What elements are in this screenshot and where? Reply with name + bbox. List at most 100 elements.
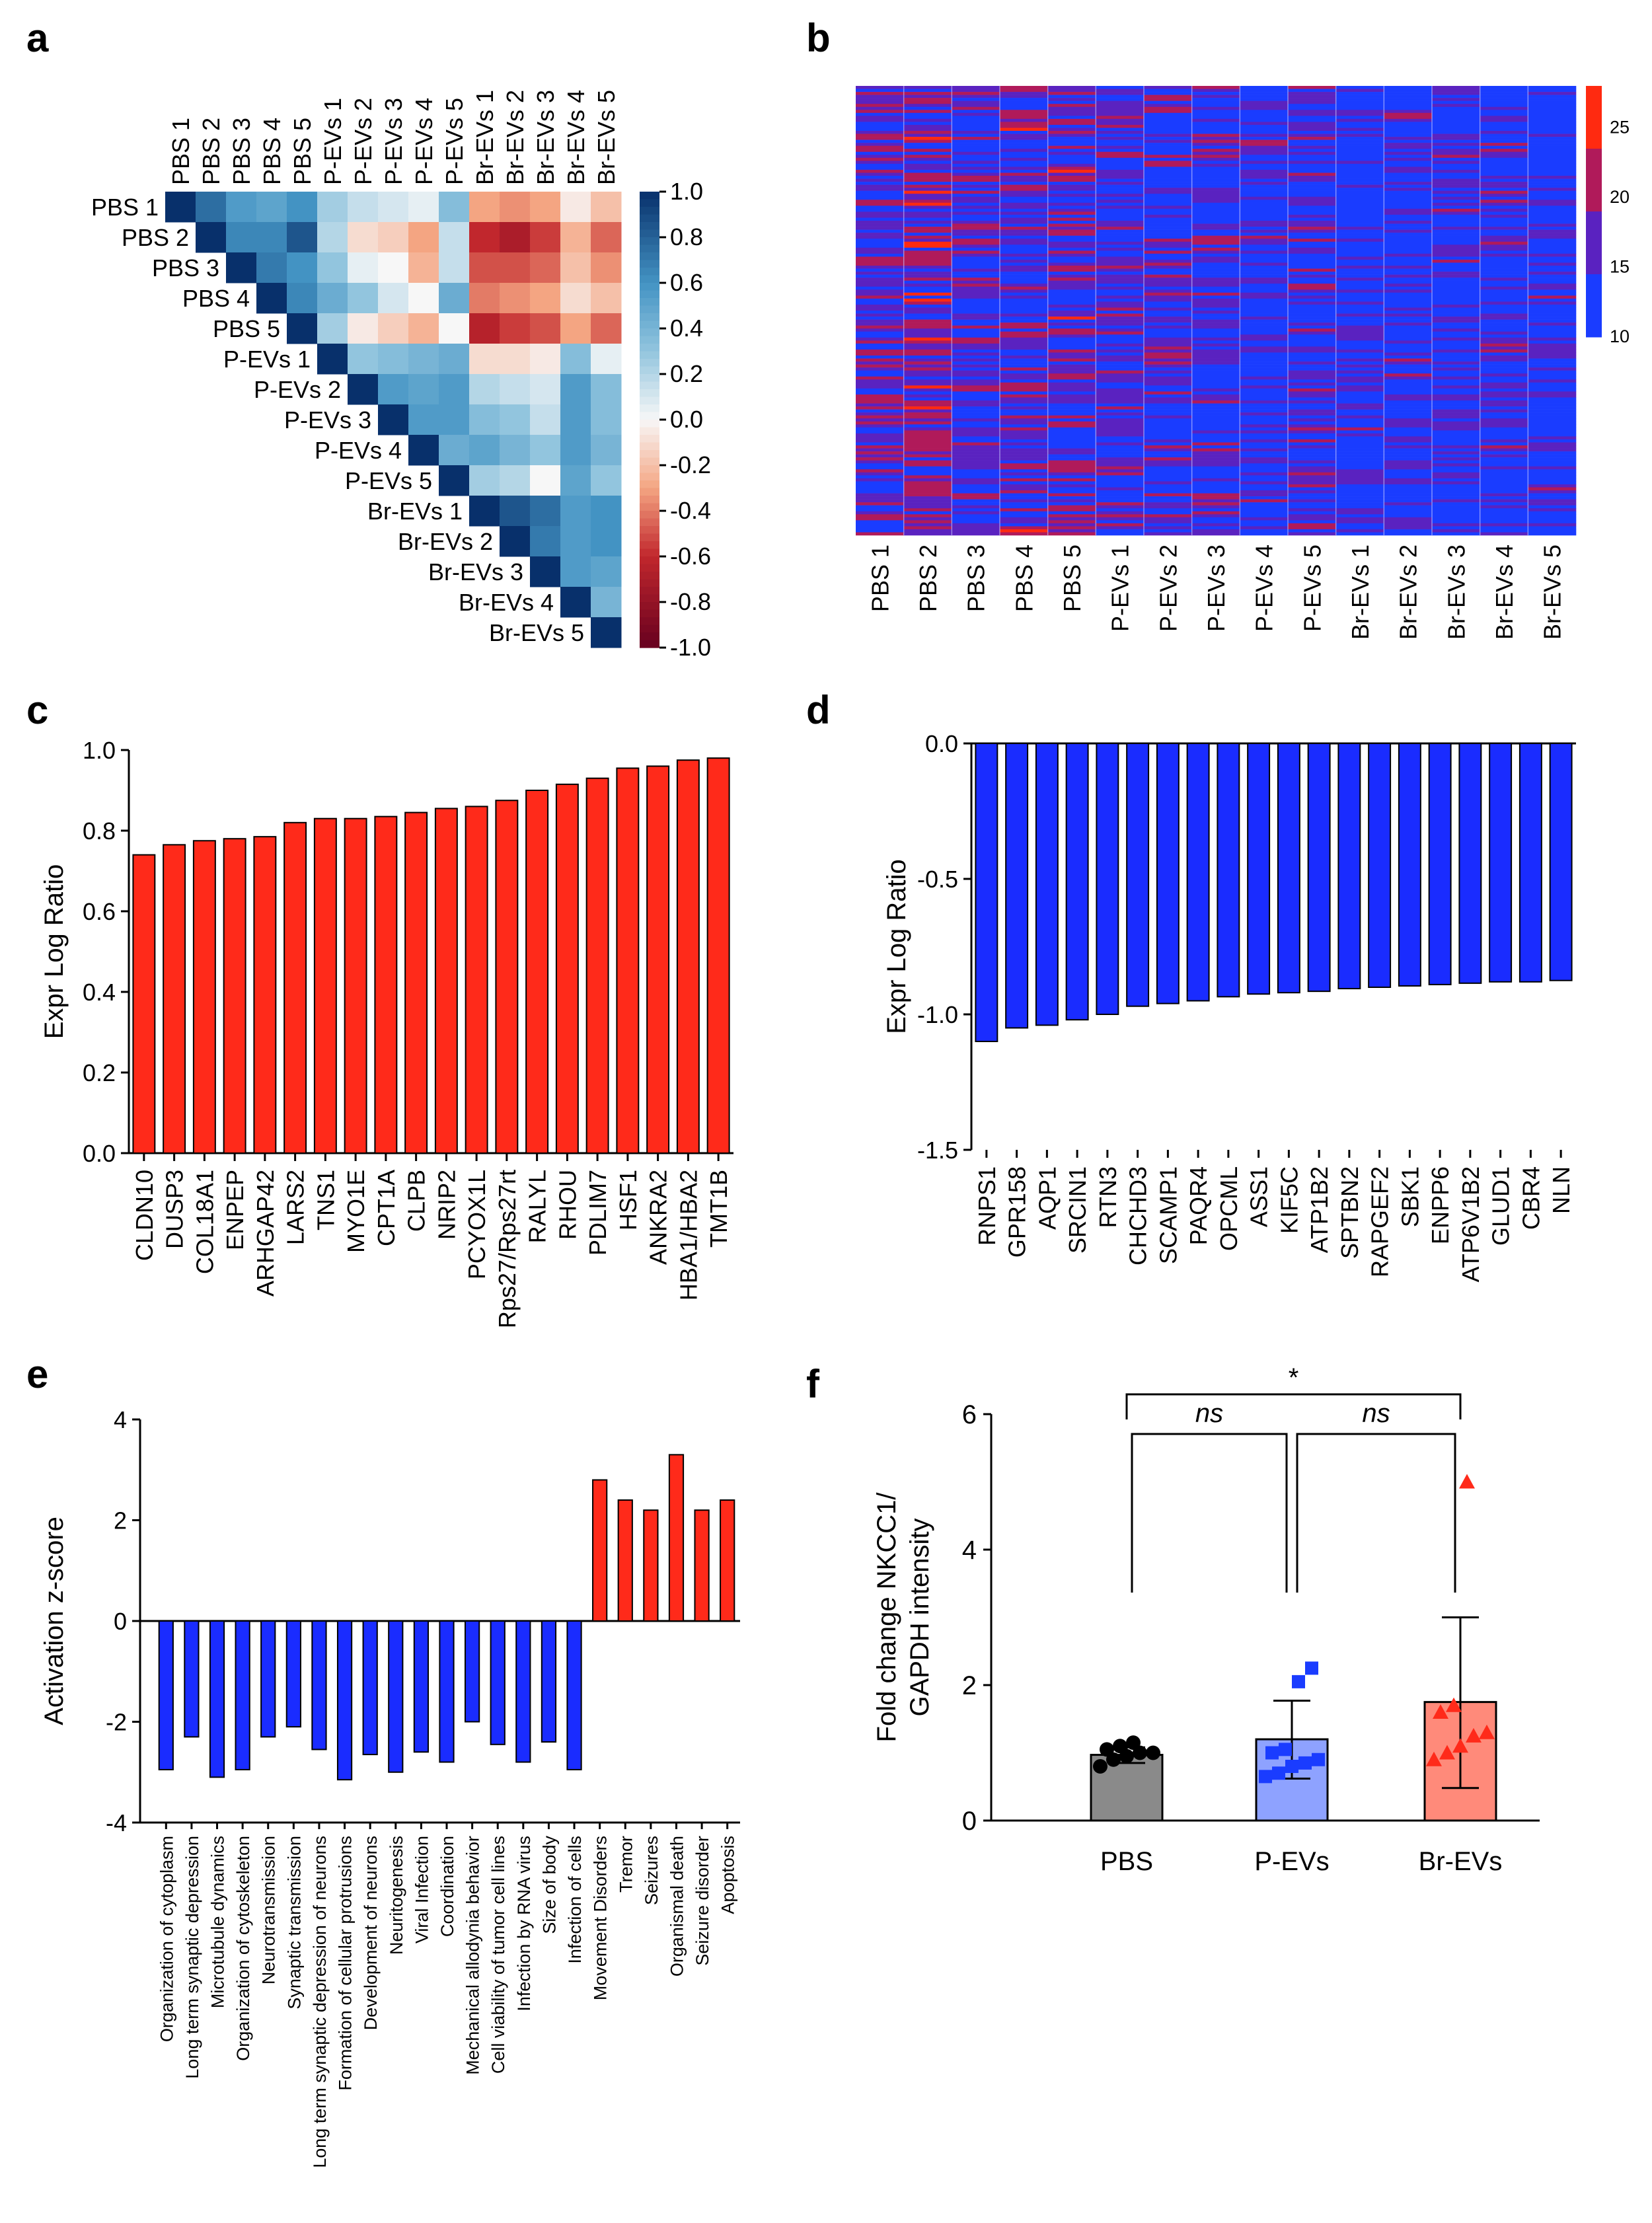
expression-cell <box>856 430 904 434</box>
expression-cell <box>1240 266 1289 269</box>
expression-cell <box>1240 131 1289 134</box>
expression-cell <box>1047 358 1096 362</box>
expression-cell <box>1096 448 1145 452</box>
expression-cell <box>856 427 904 431</box>
expression-cell <box>1528 283 1577 287</box>
expression-cell <box>1096 499 1145 503</box>
expression-cell <box>1335 94 1384 98</box>
expression-cell <box>1191 451 1240 455</box>
expression-cell <box>1528 334 1577 338</box>
expression-cell <box>1288 317 1336 320</box>
expression-cell <box>856 280 904 284</box>
expression-cell <box>1047 319 1096 323</box>
expression-cell <box>1384 214 1433 218</box>
expression-cell <box>856 272 904 275</box>
expression-cell <box>1240 322 1289 326</box>
colorbar-segment <box>640 199 659 207</box>
expression-cell <box>1432 427 1480 431</box>
expression-cell <box>1191 331 1240 335</box>
expression-cell <box>856 388 904 392</box>
expression-cell <box>952 253 1000 257</box>
expression-cell <box>1047 499 1096 503</box>
expression-cell <box>1096 104 1145 108</box>
expression-cell <box>1240 364 1289 368</box>
expression-cell <box>1288 283 1336 287</box>
expression-cell <box>1191 278 1240 281</box>
expression-cell <box>1000 253 1048 257</box>
expression-cell <box>903 280 952 284</box>
expression-cell <box>1288 289 1336 293</box>
expression-cell <box>903 163 952 167</box>
bar-movement-disorders <box>592 1479 608 1622</box>
expression-cell <box>1000 301 1048 305</box>
expression-cell <box>1384 382 1433 386</box>
expression-cell <box>1096 145 1145 149</box>
expression-cell <box>903 196 952 200</box>
expression-cell <box>1240 256 1289 260</box>
expression-cell <box>1335 283 1384 287</box>
expression-cell <box>1432 409 1480 413</box>
expression-cell <box>1480 280 1528 284</box>
expression-cell <box>1288 346 1336 350</box>
expression-cell <box>1335 397 1384 401</box>
expression-cell <box>1191 211 1240 215</box>
expression-cell <box>1240 352 1289 356</box>
expression-cell <box>1240 448 1289 452</box>
expression-cell <box>1000 463 1048 467</box>
expression-cell <box>1480 520 1528 524</box>
expression-cell <box>1144 283 1192 287</box>
expression-cell <box>1288 358 1336 362</box>
expression-cell <box>1288 472 1336 476</box>
expression-cell <box>1288 100 1336 104</box>
expression-cell <box>1096 529 1145 533</box>
expression-cell <box>903 139 952 143</box>
expression-cell <box>1335 472 1384 476</box>
expression-cell <box>1000 322 1048 326</box>
expression-cell <box>903 298 952 302</box>
expression-cell <box>1288 233 1336 236</box>
expression-cell <box>1480 325 1528 329</box>
expression-cell <box>1000 274 1048 278</box>
expression-cell <box>1335 367 1384 371</box>
expression-cell <box>1240 247 1289 251</box>
expression-cell <box>1096 221 1145 224</box>
expression-cell <box>1144 98 1192 101</box>
expression-cell <box>952 448 1000 452</box>
expression-cell <box>903 340 952 344</box>
expression-cell <box>1384 322 1433 326</box>
expression-cell <box>1528 328 1577 332</box>
expression-cell <box>1384 499 1433 503</box>
expression-cell <box>1288 460 1336 464</box>
expression-cell <box>856 217 904 221</box>
expression-cell <box>856 502 904 506</box>
expression-cell <box>1047 137 1096 140</box>
expression-cell <box>1096 313 1145 317</box>
expression-cell <box>1191 520 1240 524</box>
expression-cell <box>1432 340 1480 344</box>
expression-cell <box>1335 262 1384 266</box>
expression-cell <box>1144 469 1192 473</box>
expression-cell <box>1288 394 1336 398</box>
expression-cell <box>903 406 952 410</box>
heatmap-cell-3-6 <box>348 283 379 314</box>
expression-cell <box>1432 227 1480 230</box>
colorbar-segment <box>640 192 659 200</box>
expression-cell <box>1288 161 1336 165</box>
expression-cell <box>1096 149 1145 153</box>
x-tick-label-coordination: Coordination <box>437 1836 457 1937</box>
expression-cell <box>1528 409 1577 413</box>
row-label-br-evs-5: Br-EVs 5 <box>489 619 584 646</box>
expression-cell <box>1432 514 1480 518</box>
row-label-br-evs-4: Br-EVs 4 <box>459 589 554 616</box>
expression-cell <box>903 379 952 383</box>
x-tick-label-nln: NLN <box>1548 1166 1575 1214</box>
expression-cell <box>1528 227 1577 230</box>
expression-cell <box>1047 475 1096 479</box>
expression-cell <box>1480 307 1528 311</box>
expression-cell <box>1480 505 1528 509</box>
expression-cell <box>1335 133 1384 137</box>
expression-cell <box>1384 133 1433 137</box>
expression-cell <box>1096 250 1145 254</box>
expression-cell <box>1288 454 1336 458</box>
